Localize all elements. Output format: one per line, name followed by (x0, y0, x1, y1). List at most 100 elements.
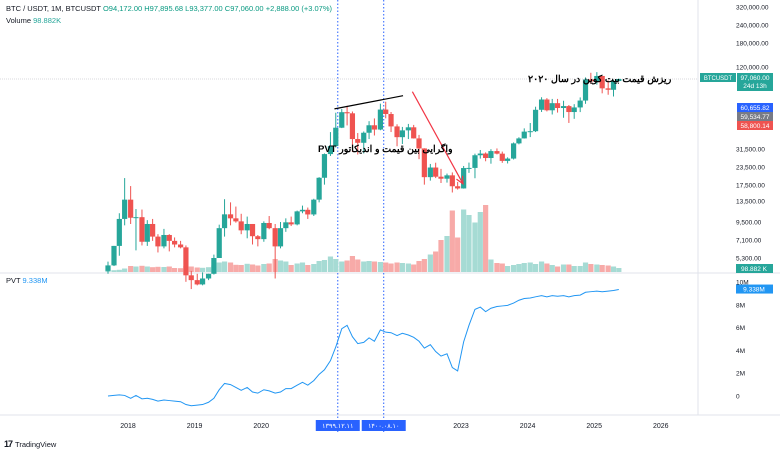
time-tick-label: 2019 (187, 423, 203, 430)
pvt-line[interactable] (107, 289, 619, 407)
candle-body (438, 176, 444, 179)
candle-body (155, 236, 161, 247)
time-tick-label: 2023 (453, 423, 469, 430)
candle-body (139, 217, 145, 242)
candle-body (177, 244, 184, 248)
price-tick-label: 31,500.00 (736, 147, 765, 154)
candle-body (305, 209, 311, 215)
candle-body (277, 228, 284, 247)
candle-body (538, 99, 545, 110)
volume-bar (161, 267, 167, 272)
candle-body (461, 168, 467, 189)
volume-bar (244, 263, 250, 272)
volume-bar (116, 269, 122, 272)
volume-legend[interactable]: Volume 98.882K (6, 16, 61, 25)
crash-annotation[interactable]: ریزش قیمت بیت کوین در سال ۲۰۲۰ (528, 74, 672, 85)
volume-tag-value: 98.882 K (741, 266, 768, 273)
price-tick-label: 5,300.00 (736, 256, 762, 263)
candle-body (261, 222, 267, 240)
date-marker-tag-1[interactable] (315, 420, 360, 431)
pvt-value-tag[interactable] (736, 284, 773, 294)
price-level-tag[interactable] (737, 103, 773, 112)
volume-bar (388, 263, 394, 272)
candle-body (361, 132, 367, 143)
candle-body (122, 199, 128, 219)
candle-body (499, 153, 505, 161)
volume-tag[interactable] (736, 264, 773, 273)
date-marker-tag-2[interactable] (361, 420, 406, 431)
candle-body (166, 234, 172, 241)
candle-body (554, 103, 561, 109)
candle-body (144, 223, 150, 242)
current-price-tag[interactable] (737, 73, 773, 91)
candle-body (105, 265, 111, 271)
candle-body (366, 125, 372, 133)
volume-bar (361, 261, 367, 272)
volume-bar (144, 266, 150, 272)
candle-body (283, 222, 289, 229)
candle-body (483, 153, 489, 159)
volume-bar (177, 268, 184, 272)
volume-bar (427, 254, 433, 272)
candle-body (616, 79, 622, 82)
symbol-name[interactable]: BTC / USDT, 1M, BTCUSDT (6, 4, 101, 13)
volume-bar (349, 256, 356, 272)
candle-body (582, 79, 589, 101)
volume-bar (455, 237, 461, 272)
volume-bar (133, 266, 139, 272)
volume-bar (610, 266, 617, 272)
crash-arrow-line[interactable] (411, 91, 464, 185)
volume-bar (477, 212, 483, 272)
volume-bar (588, 264, 594, 272)
price-level-value: 58,800.14 (741, 123, 770, 130)
candle-body (472, 155, 478, 168)
change-value: +2,888.00 (+3.07%) (265, 4, 332, 13)
candle-body (505, 158, 511, 161)
candle-body (488, 151, 494, 159)
candle-body (255, 236, 261, 240)
volume-bar (438, 240, 444, 272)
volume-bar (377, 262, 383, 272)
pvt-tick-label: 2M (736, 371, 745, 378)
pvt-tick-label: 6M (736, 325, 745, 332)
pvt-legend-value: 9.338M (22, 276, 48, 285)
candle-body (216, 228, 222, 258)
candle-body (449, 175, 455, 187)
volume-bar (472, 222, 478, 272)
volume-bar (527, 262, 533, 272)
symbol-header[interactable]: BTC / USDT, 1M, BTCUSDT O94,172.00 H97,8… (6, 4, 332, 13)
symbol-price-tag[interactable] (700, 73, 736, 82)
volume-bar (560, 264, 567, 272)
pvt-legend[interactable]: PVT 9.338M (6, 276, 48, 285)
divergence-trendline[interactable] (334, 95, 404, 110)
tradingview-brand[interactable]: 17 TradingView (4, 439, 56, 449)
volume-bar (433, 251, 439, 272)
candle-body (161, 234, 167, 247)
price-level-tag[interactable] (737, 112, 773, 121)
open-value: O94,172.00 (102, 4, 143, 13)
volume-bar (321, 260, 328, 272)
candle-body (532, 109, 539, 132)
divergence-annotation[interactable]: واگرایی بین قیمت و اندیکاتور PVT (318, 142, 453, 155)
candle-body (266, 222, 272, 229)
volume-bar (538, 261, 545, 272)
candle-body (599, 75, 605, 89)
candle-body (349, 113, 356, 140)
candle-body (288, 222, 294, 225)
candle-body (405, 127, 411, 131)
candle-body (433, 167, 439, 177)
volume-bar (128, 266, 134, 272)
candle-body (388, 114, 394, 127)
candle-body (211, 258, 217, 274)
candle-body (394, 126, 400, 138)
candle-body (560, 106, 567, 109)
volume-bar (166, 266, 172, 272)
pvt-tick-label: 4M (736, 348, 745, 355)
candle-body (199, 278, 206, 285)
pvt-tick-label: 0 (736, 394, 740, 401)
price-level-tag[interactable] (737, 121, 773, 130)
price-level-value: 59,534.77 (741, 114, 770, 121)
candle-body (510, 143, 517, 159)
